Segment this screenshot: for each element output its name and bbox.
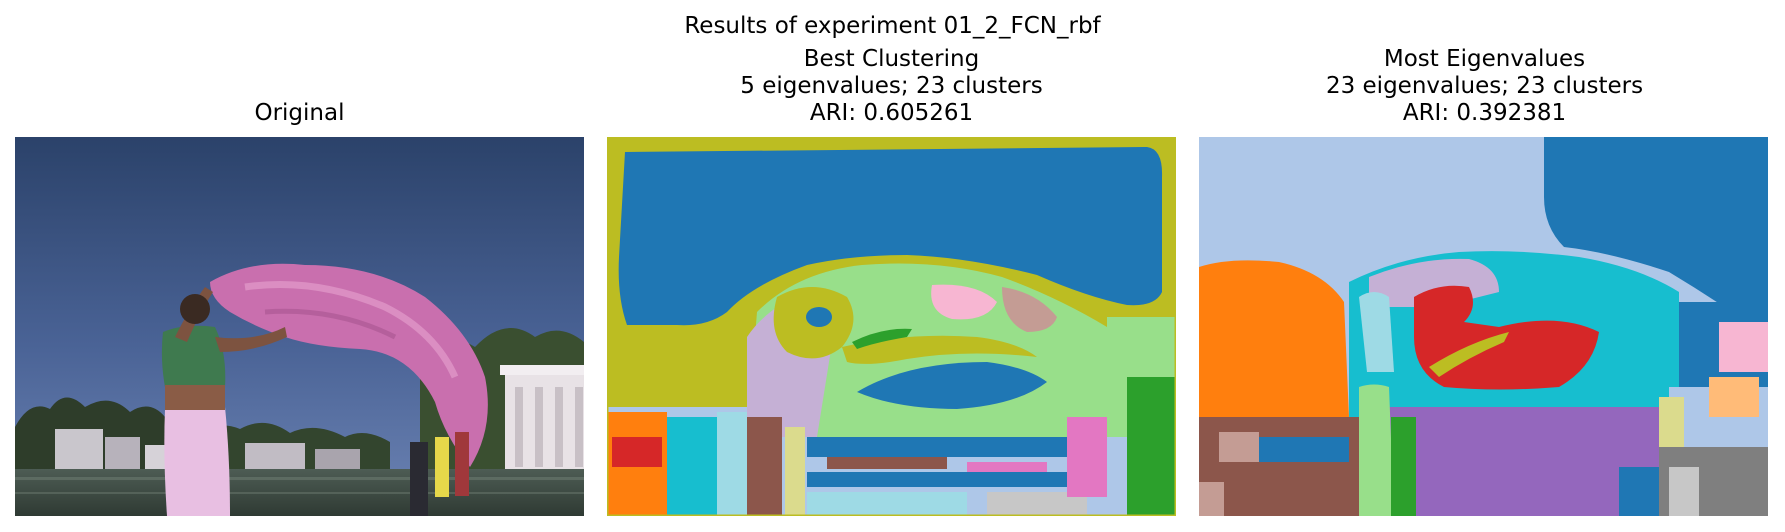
original-photo [15,137,584,516]
water-reflection [15,477,584,480]
woman-skirt [164,407,230,516]
woman-head [180,294,210,324]
segment [1067,417,1107,497]
segment [1719,322,1768,372]
segment [1429,332,1509,377]
palace-roof [500,365,584,375]
segment [1259,437,1349,462]
segment [1359,384,1394,516]
panel-title-best-clustering: Best Clustering 5 eigenvalues; 23 cluste… [607,46,1176,127]
segment [747,417,782,516]
best-clustering-image [607,137,1176,516]
person-bg [410,442,428,516]
palace-column [515,387,523,467]
segment [1002,287,1057,332]
panel-title-most-eigenvalues: Most Eigenvalues 23 eigenvalues; 23 clus… [1199,46,1770,127]
segment [857,362,1047,409]
segmentation-map-best [607,137,1176,516]
person-bg [455,432,469,496]
segment [1359,407,1659,516]
figure-suptitle: Results of experiment 01_2_FCN_rbf [684,13,1101,39]
segment [931,284,997,320]
segment [1127,377,1176,516]
panel-title-line: 5 eigenvalues; 23 clusters [740,73,1043,99]
segment [1199,482,1224,516]
woman-blouse [161,325,226,390]
panel-title-line: ARI: 0.605261 [809,100,974,126]
segment [852,328,912,349]
original-image [15,137,584,516]
most-eigenvalues-image [1199,137,1768,516]
segment [842,335,1037,364]
segment [807,472,1107,487]
segment [618,147,1163,326]
segment [1359,292,1394,372]
segment [1659,397,1684,447]
woman-arm [215,327,287,352]
person-bg [435,437,449,497]
building [245,443,305,469]
segment [807,437,1107,457]
segment [827,457,947,469]
panel-title-line: 23 eigenvalues; 23 clusters [1325,73,1644,99]
segment [1199,260,1349,417]
segment [1391,417,1416,516]
panel-title-line: ARI: 0.392381 [1402,100,1567,126]
segmentation-map-most [1199,137,1768,516]
palace-column [575,387,583,467]
panel-title-line: Original [254,100,345,126]
segment [785,427,805,516]
panel-title-original: Original [15,100,584,127]
woman-waist [165,385,225,410]
building [105,437,140,469]
segment [1219,432,1259,462]
panel-title-line: Most Eigenvalues [1383,46,1586,72]
water-reflection [15,492,584,494]
segment [612,437,662,467]
scarf-fold [244,281,459,379]
palace-column [535,387,543,467]
segment [667,417,717,516]
building [55,429,103,469]
segment [717,412,747,516]
segment [806,307,832,327]
segment [1669,467,1699,516]
panel-title-line: Best Clustering [803,46,980,72]
segment [967,462,1047,472]
scarf-fold [264,308,397,340]
scarf [210,263,488,467]
segment [1709,377,1759,417]
building [315,449,360,469]
palace-column [555,387,563,467]
segment [1619,467,1659,516]
segment [1544,137,1768,337]
segment [807,492,967,516]
